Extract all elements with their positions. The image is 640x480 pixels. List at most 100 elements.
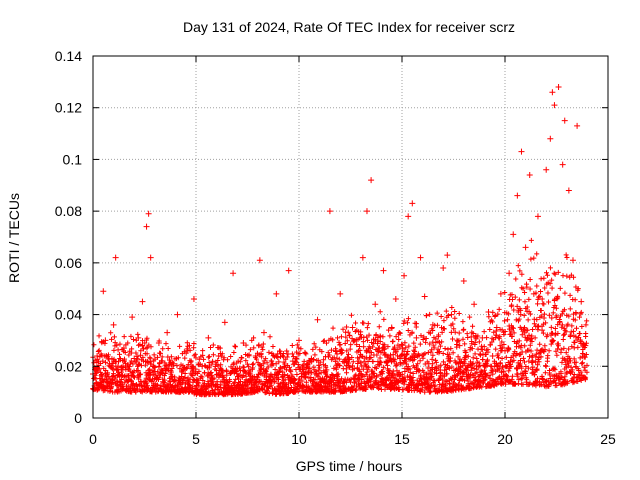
data-point bbox=[393, 349, 399, 355]
data-point bbox=[482, 377, 488, 383]
data-point bbox=[112, 254, 119, 261]
data-point bbox=[489, 319, 495, 325]
data-point bbox=[141, 346, 147, 352]
data-point bbox=[465, 353, 471, 359]
data-point bbox=[562, 290, 568, 296]
data-point bbox=[543, 363, 549, 369]
data-point bbox=[260, 341, 266, 347]
y-tick-label: 0.08 bbox=[55, 203, 82, 219]
data-point bbox=[96, 347, 102, 353]
data-point bbox=[566, 346, 572, 352]
data-point bbox=[329, 377, 335, 383]
data-point bbox=[378, 359, 384, 365]
data-point bbox=[510, 231, 517, 238]
data-point bbox=[264, 360, 270, 366]
data-point bbox=[355, 360, 361, 366]
data-point bbox=[210, 342, 216, 348]
data-point bbox=[574, 122, 581, 129]
data-point bbox=[147, 254, 154, 261]
data-point bbox=[246, 353, 252, 359]
data-point bbox=[210, 358, 216, 364]
data-point bbox=[321, 357, 327, 363]
data-point bbox=[410, 371, 416, 377]
data-point bbox=[192, 351, 198, 357]
data-point bbox=[160, 370, 166, 376]
data-point bbox=[449, 364, 455, 370]
data-point bbox=[461, 370, 467, 376]
data-point bbox=[196, 356, 202, 362]
data-point bbox=[402, 340, 408, 346]
data-point bbox=[228, 354, 234, 360]
data-point bbox=[207, 344, 213, 350]
data-point bbox=[110, 371, 116, 377]
data-point bbox=[123, 367, 129, 373]
data-point bbox=[295, 361, 301, 367]
data-point bbox=[440, 351, 446, 357]
x-axis-label: GPS time / hours bbox=[296, 458, 403, 474]
data-point bbox=[316, 362, 322, 368]
data-point bbox=[506, 270, 513, 277]
data-point bbox=[358, 329, 364, 335]
data-point bbox=[348, 342, 354, 348]
data-point bbox=[332, 388, 338, 394]
data-point bbox=[251, 335, 257, 341]
data-point bbox=[546, 312, 552, 318]
data-point bbox=[397, 330, 403, 336]
data-point bbox=[396, 337, 402, 343]
data-point bbox=[377, 355, 383, 361]
data-point bbox=[334, 351, 340, 357]
data-point bbox=[122, 349, 128, 355]
data-point bbox=[447, 355, 453, 361]
data-point bbox=[534, 283, 540, 289]
data-point bbox=[355, 355, 361, 361]
data-point bbox=[160, 346, 166, 352]
data-point bbox=[345, 329, 351, 335]
data-point bbox=[260, 361, 266, 367]
data-point bbox=[423, 339, 429, 345]
data-point bbox=[380, 364, 386, 370]
data-point bbox=[259, 354, 265, 360]
data-point bbox=[366, 332, 372, 338]
data-point bbox=[420, 355, 426, 361]
data-point bbox=[128, 358, 134, 364]
x-tick-label: 15 bbox=[394, 431, 410, 447]
x-tick-label: 25 bbox=[600, 431, 616, 447]
data-point bbox=[416, 353, 422, 359]
data-point bbox=[376, 324, 382, 330]
scatter-points bbox=[90, 84, 589, 393]
data-point bbox=[237, 365, 243, 371]
data-point bbox=[361, 344, 367, 350]
data-point bbox=[515, 263, 521, 269]
data-point bbox=[237, 379, 243, 385]
data-point bbox=[282, 361, 288, 367]
data-point bbox=[350, 359, 356, 365]
data-point bbox=[399, 371, 405, 377]
data-point bbox=[128, 333, 134, 339]
data-point bbox=[200, 352, 206, 358]
data-point bbox=[163, 341, 169, 347]
data-point bbox=[405, 316, 411, 322]
data-point bbox=[359, 377, 365, 383]
data-point bbox=[251, 345, 257, 351]
data-point bbox=[429, 373, 435, 379]
data-point bbox=[135, 356, 141, 362]
data-point bbox=[336, 363, 342, 369]
data-point bbox=[442, 362, 448, 368]
data-point bbox=[288, 368, 294, 374]
data-point bbox=[145, 360, 151, 366]
y-tick-label: 0.04 bbox=[55, 307, 82, 323]
data-point bbox=[450, 321, 456, 327]
data-point bbox=[289, 351, 295, 357]
data-point bbox=[329, 371, 335, 377]
data-point bbox=[95, 348, 101, 354]
data-point bbox=[526, 296, 532, 302]
data-point bbox=[431, 345, 437, 351]
data-point bbox=[496, 306, 502, 312]
data-point bbox=[191, 340, 197, 346]
data-point bbox=[196, 380, 202, 386]
data-point bbox=[244, 361, 250, 367]
data-point bbox=[144, 335, 150, 341]
data-point bbox=[267, 334, 273, 340]
data-point bbox=[102, 359, 108, 365]
data-point bbox=[247, 347, 253, 353]
